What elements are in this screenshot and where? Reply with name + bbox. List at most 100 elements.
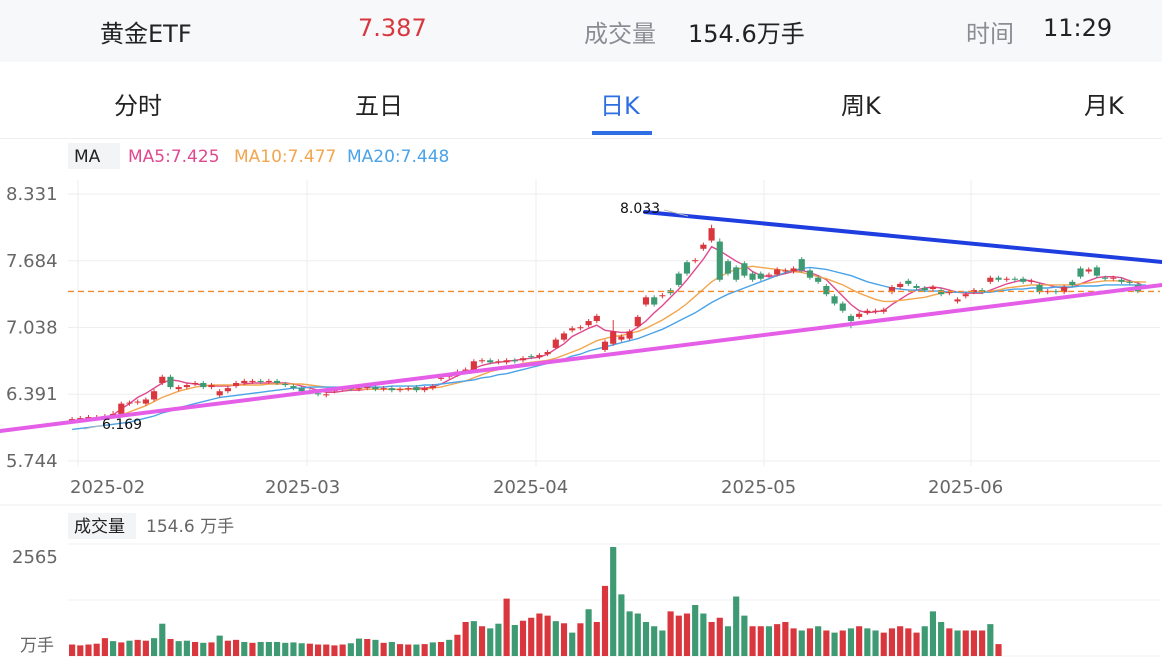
volume-bar <box>872 630 879 656</box>
volume-bar <box>192 641 199 656</box>
volume-bar <box>569 632 576 656</box>
volume-bar <box>618 594 625 656</box>
candle <box>782 270 789 272</box>
candle <box>544 352 551 355</box>
volume-bar <box>224 640 231 656</box>
candle <box>659 295 666 297</box>
volume-bar <box>380 642 387 656</box>
ma5-line <box>72 245 1147 423</box>
volume-bar <box>478 626 486 656</box>
volume-bar <box>651 626 658 656</box>
date-tick-label: 2025-02 <box>70 477 145 498</box>
candle <box>741 263 748 276</box>
candle <box>897 283 904 287</box>
volume-bar <box>314 644 322 656</box>
volume-bar <box>159 623 166 656</box>
volume-bar <box>782 622 789 656</box>
resistance-trendline <box>643 210 1162 264</box>
volume-bar <box>519 620 527 656</box>
candle <box>757 273 764 279</box>
volume-bar <box>413 644 420 656</box>
candle <box>1069 281 1076 285</box>
volume-bar <box>536 613 543 656</box>
candle <box>208 385 215 388</box>
volume-bar <box>183 640 190 656</box>
volume-bar <box>216 635 223 656</box>
candle <box>716 241 723 280</box>
candle <box>1020 278 1027 282</box>
volume-bar <box>798 630 805 656</box>
candle <box>273 380 281 383</box>
volume-bar <box>823 630 830 656</box>
volume-bar <box>790 628 797 656</box>
volume-bar <box>85 644 92 656</box>
candle <box>536 355 543 358</box>
candle <box>134 401 141 403</box>
candle <box>1011 278 1018 280</box>
volume-bar <box>552 621 559 656</box>
tab-intraday[interactable]: 分时 <box>114 92 162 120</box>
volume-bar <box>905 628 912 656</box>
tab-five-day[interactable]: 五日 <box>355 92 403 120</box>
time-title: 时间 <box>966 20 1014 48</box>
candle <box>1044 291 1051 293</box>
candle <box>216 391 223 396</box>
volume-bar <box>856 626 863 656</box>
volume-bar <box>929 611 937 656</box>
candle <box>1003 278 1010 280</box>
price-tick-label: 6.391 <box>6 384 58 405</box>
volume-max-label: 2565 <box>12 547 58 568</box>
volume-bar <box>970 630 978 656</box>
volume-bar <box>979 630 986 656</box>
volume-bar <box>880 632 887 656</box>
candle <box>487 360 494 363</box>
candle <box>118 403 125 414</box>
candle <box>519 358 527 361</box>
volume-bar <box>372 639 379 656</box>
price-tick-label: 5.744 <box>6 451 58 472</box>
volume-bar <box>831 632 838 656</box>
volume-bar <box>888 628 896 656</box>
tab-monthly-k[interactable]: 月K <box>1084 92 1124 120</box>
candle <box>552 339 559 348</box>
candle <box>396 389 404 391</box>
candle <box>856 313 863 317</box>
tab-weekly-k[interactable]: 周K <box>841 92 881 120</box>
candle <box>577 327 584 329</box>
low-label: 6.169 <box>102 417 142 433</box>
volume-bar <box>749 626 756 656</box>
volume-bar <box>69 644 76 656</box>
volume-bar <box>249 642 256 656</box>
volume-bar <box>626 611 633 656</box>
candle <box>675 273 682 285</box>
volume-bar <box>610 547 617 656</box>
volume-bar <box>142 640 149 656</box>
volume-bar <box>946 628 953 656</box>
candle <box>634 316 641 327</box>
volume-bar <box>454 634 461 656</box>
candle <box>364 387 371 389</box>
volume-bar <box>388 641 395 656</box>
volume-tag: 成交量 <box>74 517 125 537</box>
ma5-legend: MA5:7.425 <box>128 147 220 167</box>
candle <box>1036 284 1043 293</box>
candle <box>987 277 994 282</box>
volume-bar <box>265 641 272 656</box>
low-pointer <box>83 424 105 430</box>
volume-bar <box>954 630 961 656</box>
volume-bar <box>774 624 781 656</box>
candle <box>167 376 174 388</box>
candle <box>995 277 1002 280</box>
volume-bar <box>273 641 281 656</box>
candle <box>560 333 568 340</box>
candle <box>1077 268 1084 277</box>
tab-daily-k[interactable]: 日K <box>600 92 640 120</box>
quote-header: 黄金ETF 7.387 成交量 154.6万手 时间 11:29 <box>0 0 1162 62</box>
candle <box>929 286 937 290</box>
volume-bar <box>208 642 215 656</box>
candle <box>954 299 961 302</box>
candle <box>626 331 633 339</box>
volume-bar <box>134 639 141 656</box>
volume-bar <box>364 639 371 656</box>
